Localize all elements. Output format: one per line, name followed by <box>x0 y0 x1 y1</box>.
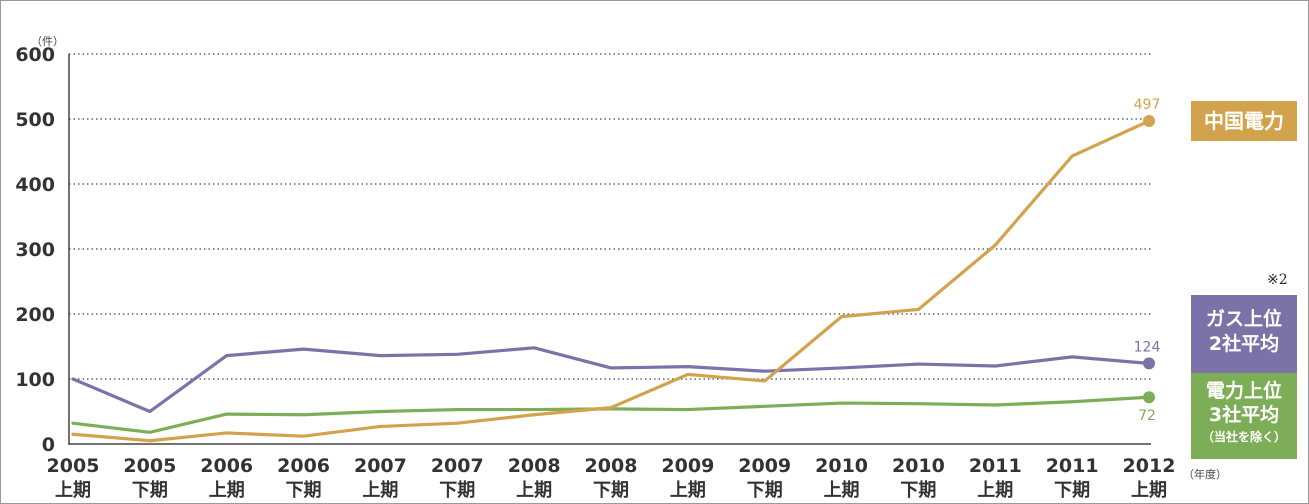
legend-power-note: （当社を除く） <box>1201 430 1286 444</box>
series-end-point-1 <box>1143 357 1155 370</box>
x-tick-label-year: 2012 <box>1123 455 1176 477</box>
legend-chugoku-electric: 中国電力 <box>1191 101 1297 141</box>
x-tick-label-year: 2009 <box>738 455 791 477</box>
series-end-point-2 <box>1143 391 1155 404</box>
y-tick-label: 100 <box>15 369 55 391</box>
x-tick-label-half: 上期 <box>55 480 91 501</box>
x-tick-label-year: 2006 <box>277 455 330 477</box>
series-line-2 <box>71 395 1151 434</box>
series-end-label-1: 124 <box>1134 339 1161 355</box>
x-tick-label-year: 2009 <box>661 455 714 477</box>
footnote-mark: ※2 <box>1267 272 1288 288</box>
x-tick-label-half: 上期 <box>824 480 860 501</box>
y-tick-label: 0 <box>42 434 55 456</box>
y-tick-label: 300 <box>15 239 55 261</box>
x-tick-label-year: 2007 <box>354 455 407 477</box>
x-tick-label-year: 2008 <box>585 455 638 477</box>
x-tick-label-half: 下期 <box>132 480 168 501</box>
x-tick-label-year: 2010 <box>892 455 945 477</box>
y-tick-label: 200 <box>15 304 55 326</box>
y-unit-label: （件） <box>31 35 64 48</box>
legend-gas-top2: ガス上位 2社平均 <box>1191 295 1297 373</box>
x-tick-label-half: 下期 <box>747 480 783 501</box>
x-tick-label-year: 2010 <box>815 455 868 477</box>
x-tick-label-year: 2006 <box>200 455 253 477</box>
series-end-point-0 <box>1143 114 1155 127</box>
x-tick-label-half: 下期 <box>593 480 629 501</box>
x-tick-label-half: 上期 <box>362 480 398 501</box>
x-tick-label-year: 2008 <box>508 455 561 477</box>
y-tick-label: 400 <box>15 174 55 196</box>
x-tick-label-year: 2007 <box>431 455 484 477</box>
x-tick-label-year: 2011 <box>969 455 1022 477</box>
x-tick-label-half: 下期 <box>439 480 475 501</box>
series-end-label-2: 72 <box>1138 408 1156 424</box>
series-line-0 <box>71 119 1151 443</box>
x-tick-label-half: 下期 <box>286 480 322 501</box>
x-unit-label: （年度） <box>1183 467 1227 481</box>
x-tick-label-half: 下期 <box>1054 480 1090 501</box>
legend-power-line2: 3社平均 <box>1208 404 1280 426</box>
x-tick-label-half: 上期 <box>209 480 245 501</box>
x-tick-label-year: 2011 <box>1046 455 1099 477</box>
series-end-label-0: 497 <box>1134 97 1161 113</box>
series-line-1 <box>71 346 1151 414</box>
x-tick-label-half: 下期 <box>900 480 936 501</box>
legend-power-line1: 電力上位 <box>1205 380 1282 402</box>
x-tick-label-year: 2005 <box>123 455 176 477</box>
y-tick-label: 500 <box>15 109 55 131</box>
legend-power-top3: 電力上位 3社平均 （当社を除く） <box>1191 373 1297 459</box>
legend-chugoku-label: 中国電力 <box>1204 109 1284 133</box>
x-tick-label-half: 上期 <box>516 480 552 501</box>
x-tick-label-half: 上期 <box>977 480 1013 501</box>
x-tick-label-year: 2005 <box>47 455 100 477</box>
y-tick-label: 600 <box>15 44 55 66</box>
legend-gas-line1: ガス上位 <box>1205 308 1282 330</box>
x-tick-label-half: 上期 <box>670 480 706 501</box>
legend-gas-line2: 2社平均 <box>1208 333 1280 355</box>
x-tick-label-half: 上期 <box>1131 480 1167 501</box>
